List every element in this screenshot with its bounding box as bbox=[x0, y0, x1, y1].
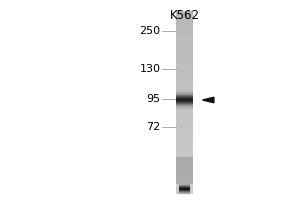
Text: 130: 130 bbox=[140, 64, 160, 74]
Text: 72: 72 bbox=[146, 122, 161, 132]
Polygon shape bbox=[202, 97, 214, 103]
Text: 95: 95 bbox=[146, 94, 161, 104]
Text: K562: K562 bbox=[169, 9, 200, 22]
Text: 250: 250 bbox=[140, 26, 160, 36]
